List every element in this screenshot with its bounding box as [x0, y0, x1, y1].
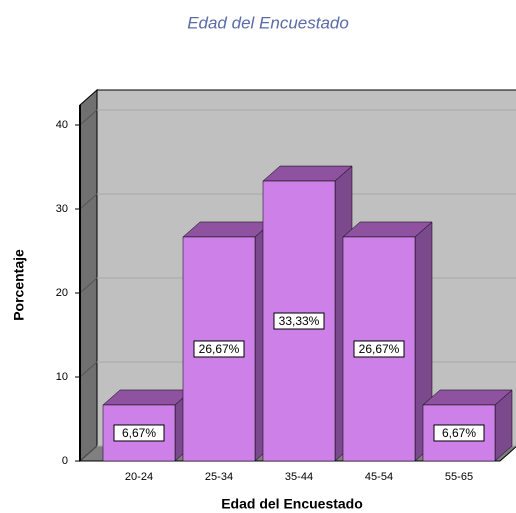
y-tick-label: 0 [62, 455, 68, 467]
x-axis-label: Edad del Encuestado [221, 496, 363, 512]
value-label: 26,67% [359, 342, 400, 356]
x-tick-label: 35-44 [285, 471, 313, 483]
y-tick-label: 20 [56, 287, 68, 299]
grid-line [79, 193, 98, 210]
chart-title: Edad del Encuestado [187, 13, 349, 32]
value-label: 6,67% [442, 426, 476, 440]
grid-line [79, 361, 98, 378]
value-label-box [433, 424, 485, 442]
x-tick-label: 25-34 [205, 471, 233, 483]
value-label-box [273, 312, 325, 330]
left-wall [79, 88, 98, 463]
grid-line [79, 277, 98, 294]
y-axis-label: Porcentaje [11, 249, 27, 321]
grid-line [79, 109, 98, 126]
y-tick-label: 30 [56, 203, 68, 215]
x-tick-label: 20-24 [125, 471, 153, 483]
grid-line [79, 445, 98, 462]
value-label: 6,67% [122, 426, 156, 440]
y-tick-label: 40 [56, 119, 68, 131]
x-tick-label: 45-54 [365, 471, 393, 483]
value-label: 33,33% [279, 314, 320, 328]
value-label-box [353, 340, 405, 358]
y-tick-label: 10 [56, 371, 68, 383]
value-label-box [113, 424, 165, 442]
value-label: 26,67% [199, 342, 240, 356]
value-label-box [193, 340, 245, 358]
x-tick-label: 55-65 [445, 471, 473, 483]
